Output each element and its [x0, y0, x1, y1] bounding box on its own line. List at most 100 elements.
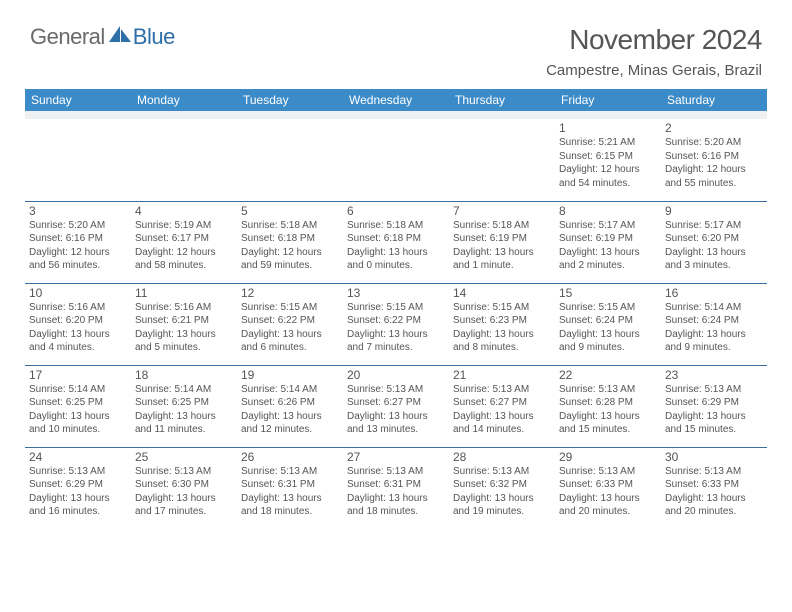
- day-info: Sunrise: 5:13 AMSunset: 6:27 PMDaylight:…: [453, 383, 551, 437]
- sunrise-line: Sunrise: 5:13 AM: [135, 465, 233, 479]
- calendar-day-cell: 24Sunrise: 5:13 AMSunset: 6:29 PMDayligh…: [25, 447, 131, 529]
- sunrise-line: Sunrise: 5:13 AM: [29, 465, 127, 479]
- sunset-line: Sunset: 6:24 PM: [665, 314, 763, 328]
- daylight-line: Daylight: 13 hours and 20 minutes.: [665, 492, 763, 519]
- day-info: Sunrise: 5:13 AMSunset: 6:31 PMDaylight:…: [241, 465, 339, 519]
- day-info: Sunrise: 5:16 AMSunset: 6:21 PMDaylight:…: [135, 301, 233, 355]
- sunrise-line: Sunrise: 5:20 AM: [29, 219, 127, 233]
- calendar-day-cell: 30Sunrise: 5:13 AMSunset: 6:33 PMDayligh…: [661, 447, 767, 529]
- day-number: 18: [135, 368, 233, 382]
- calendar-week-row: 1Sunrise: 5:21 AMSunset: 6:15 PMDaylight…: [25, 119, 767, 201]
- calendar-week-row: 10Sunrise: 5:16 AMSunset: 6:20 PMDayligh…: [25, 283, 767, 365]
- calendar-empty-cell: [449, 119, 555, 201]
- day-info: Sunrise: 5:20 AMSunset: 6:16 PMDaylight:…: [29, 219, 127, 273]
- calendar-day-cell: 20Sunrise: 5:13 AMSunset: 6:27 PMDayligh…: [343, 365, 449, 447]
- daylight-line: Daylight: 12 hours and 59 minutes.: [241, 246, 339, 273]
- weekday-header: Sunday: [25, 89, 131, 111]
- daylight-line: Daylight: 13 hours and 13 minutes.: [347, 410, 445, 437]
- sunrise-line: Sunrise: 5:17 AM: [665, 219, 763, 233]
- sunset-line: Sunset: 6:30 PM: [135, 478, 233, 492]
- day-info: Sunrise: 5:14 AMSunset: 6:24 PMDaylight:…: [665, 301, 763, 355]
- day-number: 19: [241, 368, 339, 382]
- daylight-line: Daylight: 13 hours and 14 minutes.: [453, 410, 551, 437]
- day-info: Sunrise: 5:14 AMSunset: 6:25 PMDaylight:…: [29, 383, 127, 437]
- calendar-day-cell: 2Sunrise: 5:20 AMSunset: 6:16 PMDaylight…: [661, 119, 767, 201]
- daylight-line: Daylight: 13 hours and 4 minutes.: [29, 328, 127, 355]
- day-number: 13: [347, 286, 445, 300]
- calendar-day-cell: 9Sunrise: 5:17 AMSunset: 6:20 PMDaylight…: [661, 201, 767, 283]
- day-number: 4: [135, 204, 233, 218]
- day-number: 20: [347, 368, 445, 382]
- sunset-line: Sunset: 6:20 PM: [665, 232, 763, 246]
- weekday-header: Tuesday: [237, 89, 343, 111]
- sunset-line: Sunset: 6:17 PM: [135, 232, 233, 246]
- sunrise-line: Sunrise: 5:13 AM: [665, 465, 763, 479]
- calendar-day-cell: 1Sunrise: 5:21 AMSunset: 6:15 PMDaylight…: [555, 119, 661, 201]
- sunset-line: Sunset: 6:29 PM: [665, 396, 763, 410]
- sunrise-line: Sunrise: 5:15 AM: [453, 301, 551, 315]
- sunrise-line: Sunrise: 5:18 AM: [453, 219, 551, 233]
- sunset-line: Sunset: 6:16 PM: [29, 232, 127, 246]
- daylight-line: Daylight: 13 hours and 19 minutes.: [453, 492, 551, 519]
- sunrise-line: Sunrise: 5:20 AM: [665, 136, 763, 150]
- sunset-line: Sunset: 6:16 PM: [665, 150, 763, 164]
- sunrise-line: Sunrise: 5:17 AM: [559, 219, 657, 233]
- day-number: 27: [347, 450, 445, 464]
- day-info: Sunrise: 5:13 AMSunset: 6:33 PMDaylight:…: [559, 465, 657, 519]
- sunrise-line: Sunrise: 5:18 AM: [347, 219, 445, 233]
- sunset-line: Sunset: 6:22 PM: [347, 314, 445, 328]
- location-text: Campestre, Minas Gerais, Brazil: [546, 62, 762, 79]
- day-number: 7: [453, 204, 551, 218]
- sunrise-line: Sunrise: 5:13 AM: [453, 383, 551, 397]
- calendar-day-cell: 17Sunrise: 5:14 AMSunset: 6:25 PMDayligh…: [25, 365, 131, 447]
- calendar-empty-cell: [25, 119, 131, 201]
- day-number: 15: [559, 286, 657, 300]
- day-number: 14: [453, 286, 551, 300]
- weekday-header: Wednesday: [343, 89, 449, 111]
- sunset-line: Sunset: 6:24 PM: [559, 314, 657, 328]
- day-number: 17: [29, 368, 127, 382]
- day-number: 21: [453, 368, 551, 382]
- calendar-day-cell: 29Sunrise: 5:13 AMSunset: 6:33 PMDayligh…: [555, 447, 661, 529]
- sunrise-line: Sunrise: 5:13 AM: [559, 383, 657, 397]
- day-number: 22: [559, 368, 657, 382]
- sunset-line: Sunset: 6:18 PM: [241, 232, 339, 246]
- sunrise-line: Sunrise: 5:14 AM: [29, 383, 127, 397]
- sunrise-line: Sunrise: 5:13 AM: [347, 383, 445, 397]
- calendar-empty-cell: [131, 119, 237, 201]
- title-block: November 2024 Campestre, Minas Gerais, B…: [546, 24, 762, 79]
- calendar-day-cell: 5Sunrise: 5:18 AMSunset: 6:18 PMDaylight…: [237, 201, 343, 283]
- header-spacer-row: [25, 111, 767, 119]
- sunrise-line: Sunrise: 5:13 AM: [347, 465, 445, 479]
- day-number: 10: [29, 286, 127, 300]
- daylight-line: Daylight: 12 hours and 54 minutes.: [559, 163, 657, 190]
- calendar-day-cell: 13Sunrise: 5:15 AMSunset: 6:22 PMDayligh…: [343, 283, 449, 365]
- brand-text-2: Blue: [133, 24, 175, 50]
- day-info: Sunrise: 5:14 AMSunset: 6:25 PMDaylight:…: [135, 383, 233, 437]
- day-info: Sunrise: 5:13 AMSunset: 6:29 PMDaylight:…: [665, 383, 763, 437]
- sunset-line: Sunset: 6:32 PM: [453, 478, 551, 492]
- day-info: Sunrise: 5:17 AMSunset: 6:20 PMDaylight:…: [665, 219, 763, 273]
- calendar-day-cell: 22Sunrise: 5:13 AMSunset: 6:28 PMDayligh…: [555, 365, 661, 447]
- sunset-line: Sunset: 6:31 PM: [347, 478, 445, 492]
- sunset-line: Sunset: 6:33 PM: [559, 478, 657, 492]
- header: General Blue November 2024 Campestre, Mi…: [0, 0, 792, 83]
- sunrise-line: Sunrise: 5:13 AM: [559, 465, 657, 479]
- day-number: 28: [453, 450, 551, 464]
- sunrise-line: Sunrise: 5:16 AM: [29, 301, 127, 315]
- weekday-header: Thursday: [449, 89, 555, 111]
- sunrise-line: Sunrise: 5:19 AM: [135, 219, 233, 233]
- month-title: November 2024: [546, 24, 762, 56]
- calendar-day-cell: 27Sunrise: 5:13 AMSunset: 6:31 PMDayligh…: [343, 447, 449, 529]
- daylight-line: Daylight: 13 hours and 10 minutes.: [29, 410, 127, 437]
- daylight-line: Daylight: 13 hours and 15 minutes.: [559, 410, 657, 437]
- daylight-line: Daylight: 13 hours and 11 minutes.: [135, 410, 233, 437]
- calendar-day-cell: 16Sunrise: 5:14 AMSunset: 6:24 PMDayligh…: [661, 283, 767, 365]
- brand-logo: General Blue: [30, 24, 175, 50]
- sunset-line: Sunset: 6:18 PM: [347, 232, 445, 246]
- day-number: 11: [135, 286, 233, 300]
- day-info: Sunrise: 5:15 AMSunset: 6:22 PMDaylight:…: [241, 301, 339, 355]
- sunset-line: Sunset: 6:26 PM: [241, 396, 339, 410]
- day-info: Sunrise: 5:20 AMSunset: 6:16 PMDaylight:…: [665, 136, 763, 190]
- sunrise-line: Sunrise: 5:14 AM: [135, 383, 233, 397]
